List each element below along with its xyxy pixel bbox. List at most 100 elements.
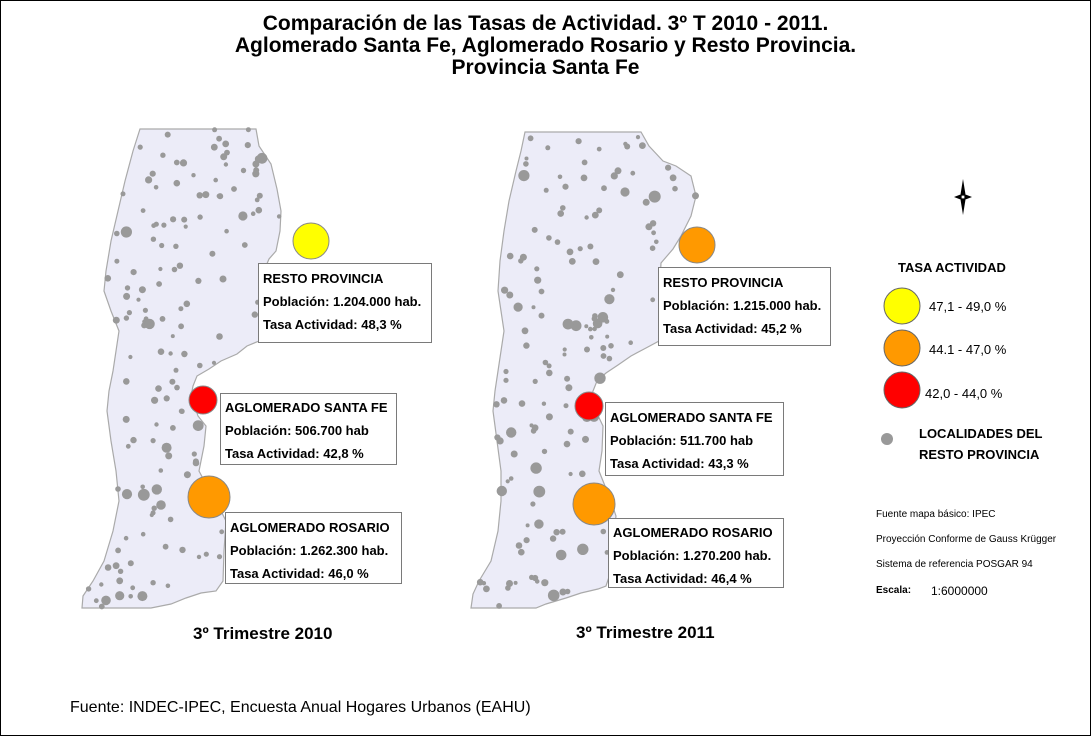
info-box-santafe-2010: AGLOMERADO SANTA FE Población: 506.700 h… (220, 393, 397, 465)
locality-dot (562, 352, 567, 357)
locality-dot (158, 266, 163, 272)
locality-dot (164, 131, 171, 138)
locality-dot (530, 501, 536, 507)
locality-dot (649, 245, 656, 251)
legend-locality-dot (881, 433, 893, 445)
locality-dot (534, 519, 544, 529)
locality-dot (584, 215, 589, 220)
figure-title-line3: Provincia Santa Fe (451, 56, 640, 79)
locality-dot (123, 378, 130, 385)
locality-dot (557, 174, 563, 180)
locality-dot (506, 291, 514, 299)
locality-dot (577, 246, 583, 252)
locality-dot (144, 318, 155, 330)
locality-dot (178, 306, 184, 312)
locality-dot (560, 205, 566, 211)
locality-dot (151, 396, 159, 404)
locality-dot (531, 424, 539, 432)
locality-dot (120, 226, 132, 238)
locality-dot (527, 135, 534, 142)
locality-dot (145, 176, 153, 184)
region-name: RESTO PROVINCIA (663, 275, 784, 290)
locality-dot (149, 170, 156, 177)
locality-dot (162, 543, 169, 550)
locality-dot (169, 378, 176, 385)
info-box-resto-2010: RESTO PROVINCIA Población: 1.204.000 hab… (258, 263, 432, 343)
locality-dot (99, 582, 104, 587)
locality-dot (156, 281, 163, 287)
locality-dot (501, 286, 509, 294)
rate-circle-rosario-2011 (572, 482, 616, 526)
locality-dot (159, 242, 165, 249)
locality-dot (567, 428, 574, 435)
locality-dot (669, 174, 677, 182)
locality-dot (500, 397, 508, 404)
locality-dot (117, 568, 124, 574)
locality-dot (114, 230, 120, 237)
locality-dot (192, 420, 204, 431)
locality-dot (168, 351, 173, 356)
region-population: Población: 1.215.000 hab. (663, 298, 822, 313)
locality-dot (122, 415, 130, 423)
locality-dot (648, 190, 661, 203)
locality-dot (483, 585, 490, 593)
locality-dot (157, 348, 165, 356)
locality-dot (104, 275, 112, 282)
rate-circle-santafe-2011 (574, 391, 604, 421)
locality-dot (170, 216, 177, 223)
locality-dot (555, 549, 567, 561)
locality-dot (605, 334, 610, 339)
locality-dot (525, 523, 530, 528)
locality-dot (124, 285, 131, 291)
locality-dot (635, 135, 641, 140)
locality-dot (518, 170, 530, 182)
locality-dot (98, 603, 105, 610)
locality-dot (138, 286, 146, 294)
locality-dot (137, 591, 148, 602)
locality-dot (195, 277, 202, 284)
locality-dot (513, 302, 523, 312)
locality-dot (534, 276, 542, 284)
locality-dot (123, 315, 130, 321)
locality-dot (649, 220, 657, 227)
locality-dot (219, 275, 227, 283)
locality-dot (594, 372, 606, 384)
locality-dot (154, 422, 159, 427)
locality-dot (222, 140, 230, 148)
locality-dot (173, 179, 181, 187)
region-population: Población: 1.204.000 hab. (263, 294, 422, 309)
locality-dot (530, 462, 542, 474)
locality-dot (203, 551, 209, 557)
rate-circle-santafe-2010 (188, 385, 218, 415)
locality-dot (589, 335, 594, 340)
legend-localities-line2: RESTO PROVINCIA (919, 447, 1040, 462)
locality-dot (191, 173, 196, 178)
locality-dot (584, 324, 589, 329)
locality-dot (130, 269, 137, 276)
locality-dot (541, 401, 547, 406)
locality-dot (112, 316, 120, 324)
figure-title-line2: Aglomerado Santa Fe, Aglomerado Rosario … (234, 34, 857, 57)
locality-dot (130, 585, 136, 591)
locality-dot (150, 236, 157, 242)
locality-dot (559, 588, 567, 596)
locality-dot (130, 436, 137, 444)
locality-dot (142, 307, 148, 313)
locality-dot (252, 170, 260, 178)
locality-dot (620, 187, 630, 197)
legend-localities-line1: LOCALIDADES DEL (919, 426, 1043, 441)
region-activity-rate: Tasa Actividad: 45,2 % (663, 321, 802, 336)
map-caption-2011: 3º Trimestre 2011 (576, 623, 715, 642)
locality-dot (159, 316, 166, 322)
locality-dot (216, 554, 223, 560)
locality-dot (507, 429, 512, 434)
info-box-rosario-2010: AGLOMERADO ROSARIO Población: 1.262.300 … (225, 512, 402, 584)
region-name: RESTO PROVINCIA (263, 271, 384, 286)
locality-dot (220, 153, 228, 161)
map-2011 (470, 131, 716, 609)
locality-dot (161, 222, 167, 228)
locality-dot (196, 554, 202, 560)
locality-dot (600, 528, 607, 535)
locality-dot (192, 459, 200, 467)
